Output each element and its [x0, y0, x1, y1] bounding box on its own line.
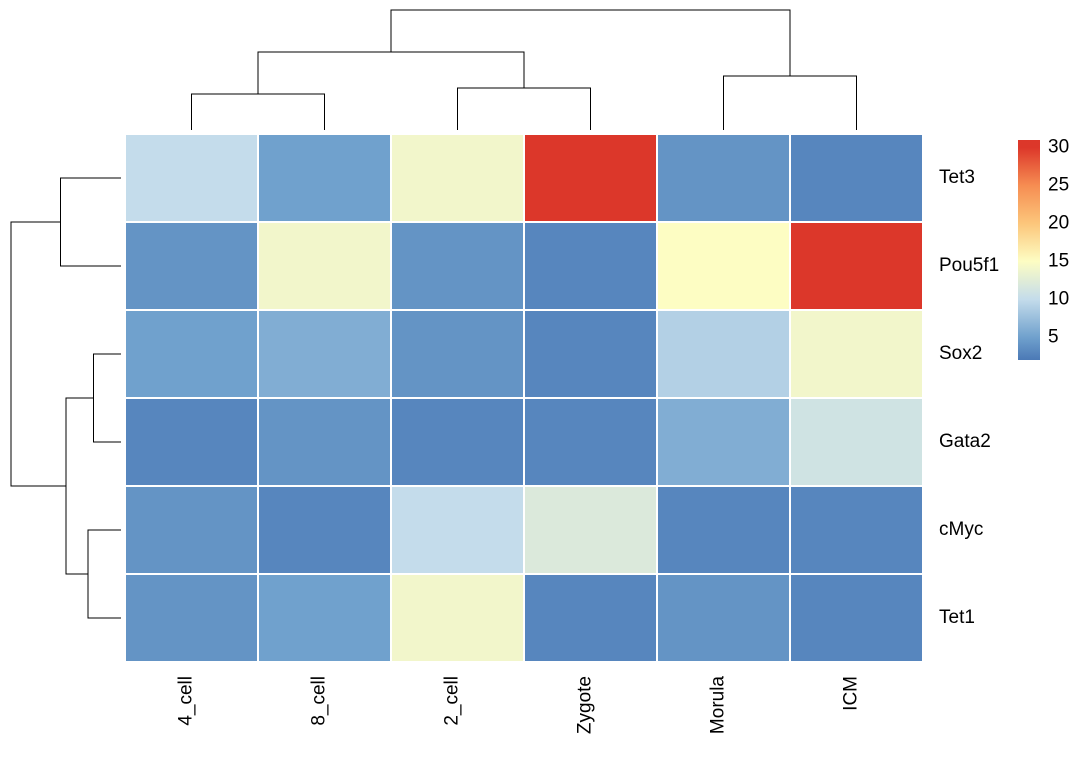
heatmap-cell	[525, 135, 656, 221]
heatmap-cell	[791, 223, 922, 309]
column-label: Morula	[708, 676, 729, 735]
legend-tick: 30	[1048, 137, 1069, 158]
heatmap-cell	[658, 223, 789, 309]
legend-tick: 15	[1048, 250, 1069, 271]
heatmap-cell	[259, 135, 390, 221]
column-dendrogram	[192, 10, 857, 130]
heatmap-cell	[791, 311, 922, 397]
heatmap-cell	[791, 399, 922, 485]
heatmap-cell	[259, 311, 390, 397]
heatmap-cell	[791, 135, 922, 221]
heatmap-cell	[791, 487, 922, 573]
row-label: Sox2	[939, 343, 982, 364]
row-label: Pou5f1	[939, 255, 999, 276]
heatmap-cell	[126, 399, 257, 485]
legend-tick: 20	[1048, 212, 1069, 233]
heatmap-cell	[259, 399, 390, 485]
legend-bar	[1018, 140, 1040, 360]
heatmap-cell	[126, 575, 257, 661]
heatmap-chart: Tet3 Pou5f1 Sox2 Gata2 cMyc Tet1 4_cell 8_cell…	[0, 0, 1080, 771]
heatmap-cell	[525, 399, 656, 485]
column-labels: 4_cell 8_cell 2_cell Zygote Morula ICM	[176, 676, 862, 735]
heatmap-cells	[126, 135, 922, 661]
row-label: cMyc	[939, 519, 983, 540]
heatmap-cell	[392, 575, 523, 661]
column-label: 2_cell	[442, 676, 463, 726]
heatmap-cell	[525, 311, 656, 397]
column-label: 4_cell	[176, 676, 197, 726]
row-label: Gata2	[939, 431, 991, 452]
color-legend: 5 10 15 20 25 30	[1018, 137, 1069, 360]
heatmap-cell	[658, 311, 789, 397]
row-labels: Tet3 Pou5f1 Sox2 Gata2 cMyc Tet1	[939, 167, 999, 628]
column-label: ICM	[841, 676, 862, 711]
row-label: Tet3	[939, 167, 975, 188]
heatmap-cell	[392, 399, 523, 485]
heatmap-cell	[525, 487, 656, 573]
heatmap-cell	[392, 223, 523, 309]
column-label: Zygote	[575, 676, 596, 734]
heatmap-cell	[126, 223, 257, 309]
heatmap-cell	[525, 223, 656, 309]
column-label: 8_cell	[309, 676, 330, 726]
heatmap-cell	[658, 135, 789, 221]
heatmap-cell	[392, 135, 523, 221]
row-dendrogram	[11, 178, 121, 618]
heatmap-cell	[259, 575, 390, 661]
heatmap-cell	[126, 311, 257, 397]
heatmap-cell	[259, 487, 390, 573]
heatmap-cell	[525, 575, 656, 661]
heatmap-cell	[126, 487, 257, 573]
heatmap-cell	[658, 575, 789, 661]
row-label: Tet1	[939, 607, 975, 628]
legend-tick: 10	[1048, 288, 1069, 309]
legend-tick: 25	[1048, 175, 1069, 196]
legend-tick: 5	[1048, 326, 1059, 347]
heatmap-cell	[259, 223, 390, 309]
heatmap-cell	[392, 487, 523, 573]
heatmap-cell	[791, 575, 922, 661]
heatmap-cell	[658, 487, 789, 573]
heatmap-cell	[658, 399, 789, 485]
heatmap-cell	[392, 311, 523, 397]
heatmap-cell	[126, 135, 257, 221]
